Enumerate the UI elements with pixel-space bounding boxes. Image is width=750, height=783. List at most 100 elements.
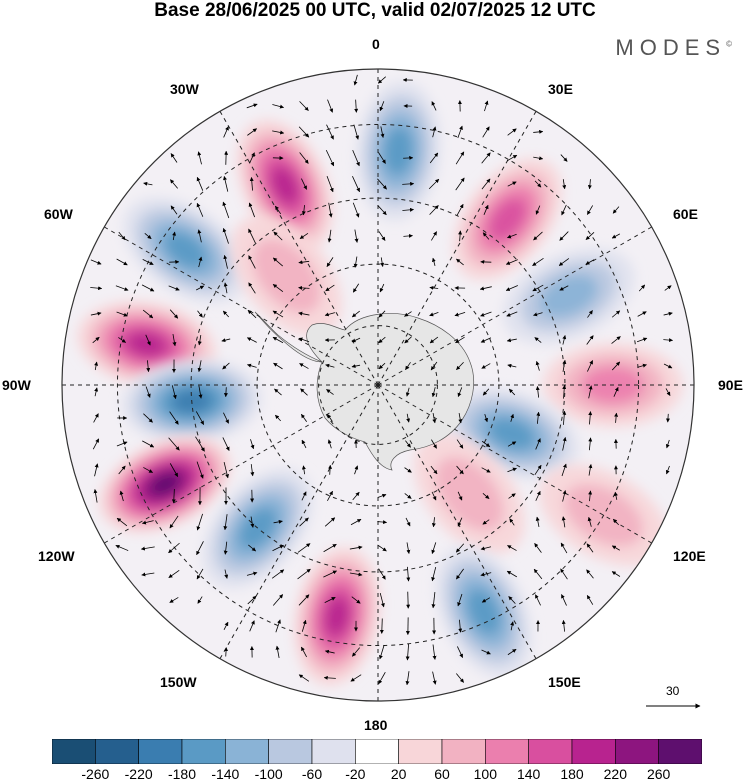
- wind-vector: [327, 439, 332, 449]
- wind-vector: [171, 489, 176, 504]
- wind-vector: [404, 336, 412, 344]
- wind-vector: [561, 463, 567, 477]
- wind-vector: [326, 176, 334, 193]
- anomaly-center-positive: [99, 436, 231, 533]
- wind-vector: [298, 674, 310, 682]
- anomaly-center-negative: [202, 468, 314, 589]
- colorbar-swatch: [615, 739, 659, 764]
- wind-vector: [352, 491, 360, 501]
- anomaly-center-negative: [356, 81, 441, 221]
- wind-vector: [431, 491, 437, 501]
- wind-vector: [587, 360, 593, 372]
- colorbar-swatch: [658, 739, 702, 764]
- wind-vector: [506, 570, 518, 578]
- colorbar-tick: -20: [345, 766, 366, 782]
- wind-vector: [559, 231, 569, 241]
- wind-vector: [274, 388, 282, 396]
- wind-vector: [562, 437, 567, 451]
- wind-vector: [275, 619, 281, 633]
- reference-vector-label: 30: [666, 684, 680, 698]
- wind-vector: [481, 178, 491, 190]
- wind-vector: [456, 203, 464, 216]
- wind-vector: [142, 259, 154, 265]
- wind-vector: [327, 490, 333, 501]
- wind-vector: [431, 542, 437, 555]
- wind-vector: [92, 336, 100, 344]
- wind-vector: [406, 566, 411, 582]
- wind-vector: [455, 177, 465, 191]
- wind-vector: [170, 153, 178, 163]
- wind-vector: [483, 204, 489, 215]
- lon-label-30w: 30W: [170, 81, 199, 97]
- wind-vector: [665, 465, 670, 475]
- wind-vector: [170, 205, 178, 215]
- wind-vector: [558, 258, 570, 266]
- wind-vector: [535, 205, 541, 215]
- wind-vector: [404, 493, 412, 499]
- wind-vector: [482, 126, 490, 138]
- wind-vector: [223, 175, 229, 192]
- lon-label-0: 0: [372, 36, 380, 52]
- wind-vector: [506, 338, 517, 343]
- map-boundary: [61, 68, 695, 702]
- wind-vector: [223, 621, 229, 631]
- lon-label-30e: 30E: [548, 81, 573, 97]
- wind-vector: [196, 541, 204, 556]
- wind-vector: [353, 74, 358, 86]
- wind-vector: [562, 384, 567, 399]
- wind-vector: [323, 543, 337, 553]
- wind-vector: [196, 513, 203, 531]
- colorbar-tick-labels: -260 -220 -180 -140 -100 -60 -20 20 60 100 140 180 2…: [0, 766, 750, 783]
- wind-vector: [324, 649, 335, 654]
- wind-vector: [432, 671, 437, 685]
- wind-vector: [354, 465, 359, 475]
- wind-vector: [116, 441, 128, 447]
- wind-vector: [90, 259, 102, 265]
- wind-vector: [480, 572, 492, 577]
- wind-vector: [379, 592, 385, 608]
- wind-vector: [223, 282, 228, 294]
- wind-vector: [534, 543, 542, 553]
- wind-vector: [141, 284, 155, 292]
- wind-vector: [195, 436, 205, 452]
- wind-vector: [585, 259, 595, 265]
- wind-vector: [118, 465, 126, 475]
- lon-label-150w: 150W: [160, 674, 197, 690]
- wind-vector: [482, 232, 490, 240]
- wind-vector: [146, 360, 151, 373]
- colorbar-tick: 260: [646, 766, 671, 782]
- wind-vector: [663, 311, 673, 316]
- wind-vector: [94, 387, 99, 397]
- wind-vector: [325, 149, 335, 167]
- wind-vector: [247, 309, 257, 319]
- wind-vector: [248, 282, 256, 294]
- wind-vector: [378, 671, 386, 685]
- wind-vector: [406, 413, 411, 423]
- wind-vector: [115, 285, 129, 291]
- wind-vector: [429, 285, 439, 290]
- wind-vector: [378, 568, 386, 580]
- wind-vector: [246, 337, 257, 343]
- brand-name: MODES: [615, 35, 727, 60]
- wind-vector: [169, 597, 179, 603]
- wind-vector: [248, 544, 256, 552]
- wind-vector: [115, 544, 129, 551]
- wind-vector: [507, 441, 517, 447]
- wind-vector: [169, 309, 179, 319]
- wind-vector: [561, 594, 567, 606]
- colorbar-swatch: [571, 739, 616, 764]
- wind-vector: [299, 363, 309, 369]
- lon-label-150e: 150E: [548, 674, 581, 690]
- wind-vector: [611, 545, 620, 551]
- wind-vector: [297, 543, 311, 553]
- wind-vector: [195, 285, 205, 291]
- wind-vector: [454, 311, 466, 317]
- wind-vector: [377, 493, 387, 498]
- wind-vector: [224, 647, 229, 657]
- wind-vector: [506, 311, 518, 317]
- wind-vector: [431, 592, 436, 609]
- copyright-mark: ©: [726, 39, 732, 49]
- colorbar-swatch: [355, 739, 399, 764]
- wind-vector: [481, 152, 491, 164]
